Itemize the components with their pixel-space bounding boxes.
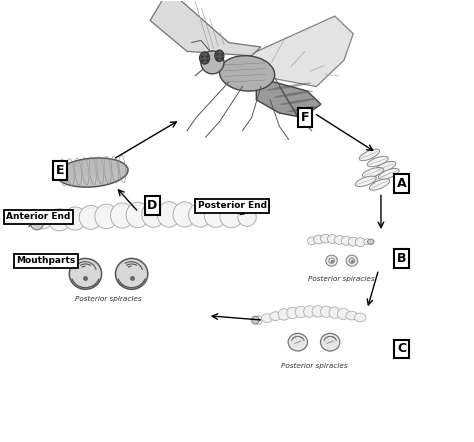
Ellipse shape	[280, 98, 316, 105]
Ellipse shape	[30, 217, 44, 230]
Text: E: E	[56, 164, 64, 177]
Ellipse shape	[378, 168, 399, 179]
Ellipse shape	[287, 106, 319, 112]
Ellipse shape	[337, 308, 349, 320]
Ellipse shape	[278, 309, 290, 320]
Ellipse shape	[157, 202, 181, 227]
Ellipse shape	[326, 255, 337, 266]
Ellipse shape	[252, 316, 259, 324]
Text: F: F	[301, 111, 309, 124]
Ellipse shape	[255, 316, 262, 324]
Ellipse shape	[295, 306, 307, 318]
Text: Posterior spiracles: Posterior spiracles	[75, 296, 142, 302]
Ellipse shape	[359, 149, 380, 160]
Ellipse shape	[57, 158, 128, 187]
Ellipse shape	[110, 203, 134, 228]
Ellipse shape	[367, 239, 374, 244]
Ellipse shape	[58, 160, 118, 176]
Ellipse shape	[312, 305, 324, 317]
Ellipse shape	[320, 333, 340, 351]
Ellipse shape	[266, 83, 311, 91]
Ellipse shape	[346, 255, 358, 266]
Ellipse shape	[48, 209, 71, 231]
Ellipse shape	[270, 312, 281, 320]
Ellipse shape	[363, 168, 384, 178]
Ellipse shape	[220, 205, 243, 228]
Ellipse shape	[204, 203, 228, 227]
Ellipse shape	[173, 202, 196, 227]
Ellipse shape	[126, 202, 149, 228]
Text: Posterior End: Posterior End	[198, 201, 267, 210]
Ellipse shape	[373, 171, 392, 183]
Ellipse shape	[355, 176, 376, 187]
Ellipse shape	[375, 161, 396, 172]
Ellipse shape	[200, 52, 210, 64]
Ellipse shape	[328, 235, 337, 244]
Ellipse shape	[95, 204, 118, 229]
Ellipse shape	[355, 313, 366, 322]
Ellipse shape	[238, 208, 256, 226]
Ellipse shape	[201, 51, 224, 74]
Ellipse shape	[313, 235, 324, 244]
Ellipse shape	[320, 234, 331, 243]
Ellipse shape	[308, 237, 316, 245]
Ellipse shape	[364, 239, 370, 244]
Ellipse shape	[79, 206, 102, 229]
Polygon shape	[150, 0, 261, 56]
Ellipse shape	[37, 213, 51, 229]
Polygon shape	[256, 78, 321, 118]
Text: B: B	[397, 252, 407, 265]
Ellipse shape	[287, 307, 298, 319]
Ellipse shape	[369, 179, 390, 190]
Ellipse shape	[304, 306, 315, 317]
Ellipse shape	[219, 56, 275, 91]
Text: D: D	[147, 199, 157, 212]
Ellipse shape	[329, 307, 340, 318]
Text: Posterior spiracles: Posterior spiracles	[281, 363, 347, 370]
Ellipse shape	[189, 202, 212, 227]
Ellipse shape	[116, 259, 148, 290]
Polygon shape	[247, 16, 353, 87]
Text: Anterior End: Anterior End	[6, 212, 71, 221]
Ellipse shape	[215, 50, 224, 61]
Ellipse shape	[355, 238, 365, 247]
Ellipse shape	[346, 311, 357, 320]
Ellipse shape	[367, 156, 388, 167]
Ellipse shape	[64, 207, 87, 230]
Ellipse shape	[142, 202, 165, 227]
Ellipse shape	[348, 237, 358, 246]
Text: A: A	[397, 177, 407, 190]
Text: Mouthparts: Mouthparts	[17, 256, 76, 265]
Ellipse shape	[273, 91, 314, 98]
Ellipse shape	[334, 236, 345, 244]
Text: Posterior spiracles: Posterior spiracles	[309, 276, 375, 282]
Ellipse shape	[69, 259, 101, 290]
Ellipse shape	[320, 306, 332, 317]
Ellipse shape	[341, 236, 351, 245]
Ellipse shape	[261, 314, 273, 323]
Ellipse shape	[288, 333, 308, 351]
Text: C: C	[397, 342, 406, 355]
